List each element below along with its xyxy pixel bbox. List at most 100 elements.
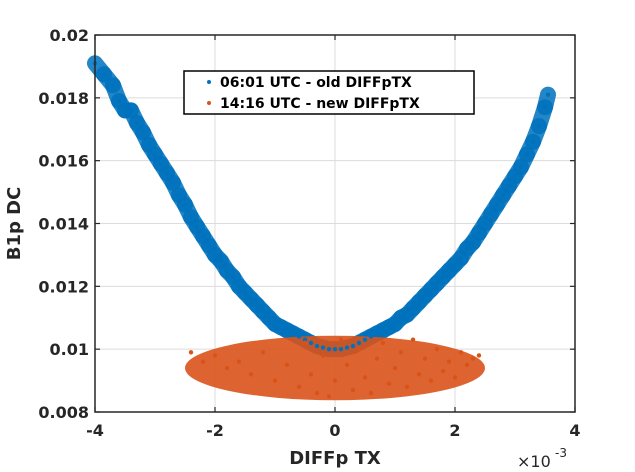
series-1-point bbox=[296, 334, 302, 339]
y-tick-label: 0.014 bbox=[38, 215, 89, 234]
series-1-point bbox=[116, 98, 122, 104]
series-1-point bbox=[224, 268, 230, 273]
series-1-point bbox=[368, 334, 374, 339]
series-1-point bbox=[242, 290, 248, 295]
series-2-point bbox=[344, 362, 350, 368]
series-2-point bbox=[404, 384, 410, 390]
series-1-point bbox=[428, 287, 434, 292]
series-2-point bbox=[314, 390, 320, 396]
y-tick-label: 0.02 bbox=[50, 26, 89, 45]
x-tick-label: 2 bbox=[449, 421, 460, 440]
series-1-point bbox=[152, 152, 158, 157]
series-2-point bbox=[302, 340, 308, 346]
series-1-point bbox=[266, 315, 272, 320]
series-2-point bbox=[224, 365, 230, 371]
series-2-point bbox=[248, 372, 254, 377]
series-1-point bbox=[158, 161, 164, 167]
series-1-point bbox=[344, 345, 350, 350]
legend-marker-1 bbox=[207, 80, 211, 84]
series-2-point bbox=[398, 350, 404, 355]
series-1-point bbox=[314, 343, 320, 349]
series-1-point bbox=[380, 328, 386, 333]
series-1-point bbox=[410, 306, 416, 311]
series-1-point bbox=[470, 240, 476, 245]
data-points bbox=[92, 61, 551, 399]
series-2-point bbox=[368, 390, 374, 396]
series-2-point bbox=[212, 353, 218, 358]
series-2-point bbox=[308, 372, 314, 377]
series-2-point bbox=[284, 362, 290, 368]
y-tick-label: 0.008 bbox=[38, 403, 89, 422]
legend-label-1: 06:01 UTC - old DIFFpTX bbox=[220, 75, 412, 91]
series-1-point bbox=[488, 211, 494, 217]
series-1-point bbox=[284, 328, 290, 333]
series-1-point bbox=[542, 105, 548, 110]
series-2-point bbox=[452, 375, 458, 380]
series-1-point bbox=[398, 315, 404, 320]
series-2-point bbox=[428, 378, 434, 383]
series-2-point bbox=[458, 350, 464, 355]
series-2-point bbox=[200, 359, 206, 364]
series-1-point bbox=[146, 142, 152, 148]
series-1-point bbox=[194, 224, 200, 229]
series-1-point bbox=[464, 246, 470, 251]
axis-ticks: -4 -2 0 2 4 0.008 0.01 0.012 0.014 0.016 0.018 0.02 bbox=[38, 26, 580, 440]
series-1-point bbox=[536, 123, 542, 129]
x-tick-label: -4 bbox=[86, 421, 104, 440]
series-1-point bbox=[482, 221, 488, 226]
series-1-point bbox=[458, 255, 464, 261]
series-2-point bbox=[332, 378, 338, 383]
series-1-point bbox=[494, 202, 500, 207]
series-1-point bbox=[248, 296, 254, 302]
legend-marker-2 bbox=[207, 101, 211, 105]
y-tick-label: 0.01 bbox=[50, 340, 89, 359]
series-2-point bbox=[362, 375, 368, 380]
series-1-point bbox=[176, 193, 182, 198]
series-1-point bbox=[356, 340, 362, 346]
series-2-point bbox=[386, 381, 392, 386]
series-2-point bbox=[476, 353, 482, 358]
x-multiplier-exponent: -3 bbox=[555, 446, 567, 460]
legend-label-2: 14:16 UTC - new DIFFpTX bbox=[220, 96, 420, 112]
series-1-point bbox=[128, 108, 134, 113]
series-2-point bbox=[272, 378, 278, 383]
series-2-point bbox=[440, 368, 446, 374]
series-2-point bbox=[380, 340, 386, 346]
series-1-point bbox=[326, 346, 332, 352]
series-2-point bbox=[236, 359, 242, 364]
series-2-point bbox=[434, 346, 440, 352]
series-1-point bbox=[260, 309, 266, 314]
legend-box bbox=[183, 70, 475, 115]
series-1-point bbox=[362, 337, 368, 342]
series-1-point bbox=[254, 302, 260, 308]
series-1-point bbox=[236, 284, 242, 289]
x-tick-label: 0 bbox=[329, 421, 340, 440]
series-1-point bbox=[164, 171, 170, 176]
legend-item-2: 14:16 UTC - new DIFFpTX bbox=[207, 96, 420, 112]
series-1-point bbox=[332, 346, 338, 352]
series-1-point bbox=[500, 193, 506, 198]
series-2-point bbox=[320, 353, 326, 358]
series-1-point bbox=[350, 343, 356, 349]
y-axis-title: B1p DC bbox=[4, 187, 25, 261]
y-tick-label: 0.012 bbox=[38, 277, 89, 296]
series-1-point bbox=[182, 202, 188, 207]
series-1-point bbox=[134, 120, 140, 126]
series-2-point bbox=[464, 362, 470, 368]
series-1-point bbox=[386, 324, 392, 330]
series-1-point bbox=[404, 312, 410, 317]
series-1-point bbox=[518, 164, 524, 170]
series-1-point bbox=[506, 183, 512, 188]
series-1-point bbox=[320, 345, 326, 350]
series-1-point bbox=[110, 83, 116, 88]
series-1-point bbox=[452, 262, 458, 267]
series-2-point bbox=[446, 359, 452, 364]
series-1-point bbox=[188, 215, 194, 220]
y-tick-label: 0.018 bbox=[38, 89, 89, 108]
series-1-point bbox=[422, 293, 428, 298]
series-1-point bbox=[530, 139, 536, 145]
series-1-point bbox=[200, 233, 206, 239]
series-2-point bbox=[356, 346, 362, 352]
series-1-point bbox=[308, 340, 314, 346]
